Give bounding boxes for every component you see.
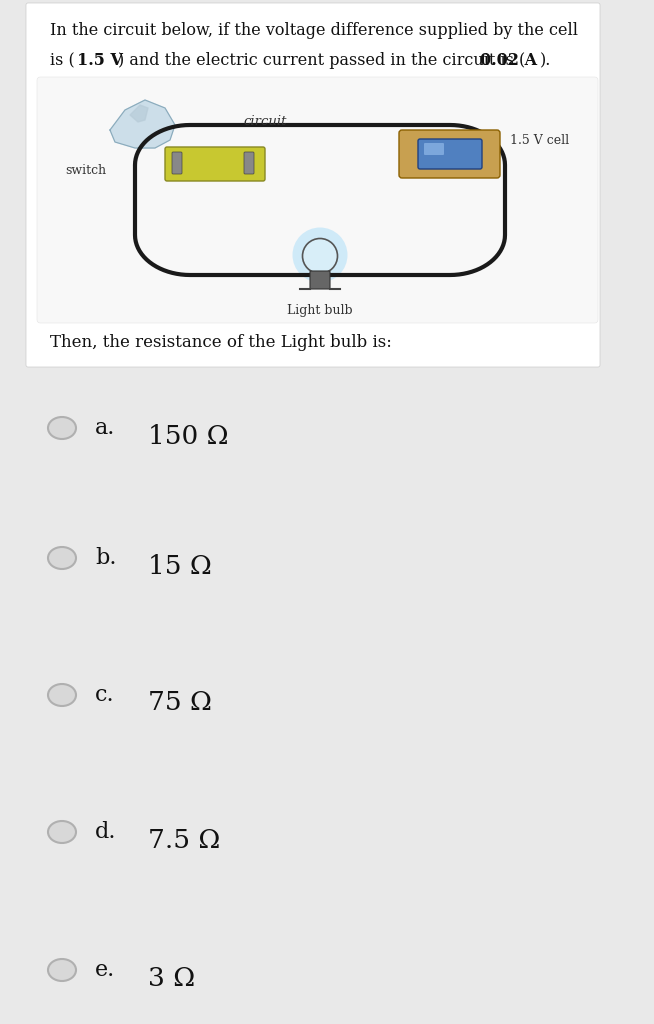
Ellipse shape (48, 547, 76, 569)
Text: 1.5 V cell: 1.5 V cell (510, 133, 569, 146)
Ellipse shape (48, 959, 76, 981)
Text: ).: ). (540, 52, 551, 69)
Text: 7.5 Ω: 7.5 Ω (148, 827, 220, 853)
Ellipse shape (292, 227, 347, 283)
Ellipse shape (48, 821, 76, 843)
Text: is (: is ( (50, 52, 75, 69)
Text: d.: d. (95, 821, 116, 843)
Text: In the circuit below, if the voltage difference supplied by the cell: In the circuit below, if the voltage dif… (50, 22, 578, 39)
FancyBboxPatch shape (37, 77, 598, 323)
Text: circuit: circuit (243, 115, 286, 128)
FancyBboxPatch shape (418, 139, 482, 169)
FancyBboxPatch shape (244, 152, 254, 174)
Ellipse shape (48, 417, 76, 439)
Ellipse shape (48, 684, 76, 706)
FancyBboxPatch shape (172, 152, 182, 174)
Text: c.: c. (95, 684, 114, 706)
Text: 0.02 A: 0.02 A (480, 52, 537, 69)
Text: e.: e. (95, 959, 115, 981)
Text: 150 Ω: 150 Ω (148, 424, 229, 449)
Ellipse shape (303, 239, 337, 273)
FancyBboxPatch shape (310, 271, 330, 289)
FancyBboxPatch shape (399, 130, 500, 178)
FancyBboxPatch shape (165, 147, 265, 181)
Text: 75 Ω: 75 Ω (148, 690, 212, 716)
Text: Then, the resistance of the Light bulb is:: Then, the resistance of the Light bulb i… (50, 334, 392, 351)
Text: b.: b. (95, 547, 116, 569)
Text: switch: switch (65, 164, 106, 176)
FancyBboxPatch shape (424, 143, 444, 155)
Polygon shape (110, 100, 175, 148)
Text: 1.5 V: 1.5 V (77, 52, 123, 69)
Text: ) and the electric current passed in the circuit is (: ) and the electric current passed in the… (118, 52, 525, 69)
Text: 15 Ω: 15 Ω (148, 554, 212, 579)
FancyBboxPatch shape (26, 3, 600, 367)
Polygon shape (130, 105, 148, 122)
Text: a.: a. (95, 417, 115, 439)
Text: 3 Ω: 3 Ω (148, 966, 196, 990)
Text: Light bulb: Light bulb (287, 304, 353, 317)
